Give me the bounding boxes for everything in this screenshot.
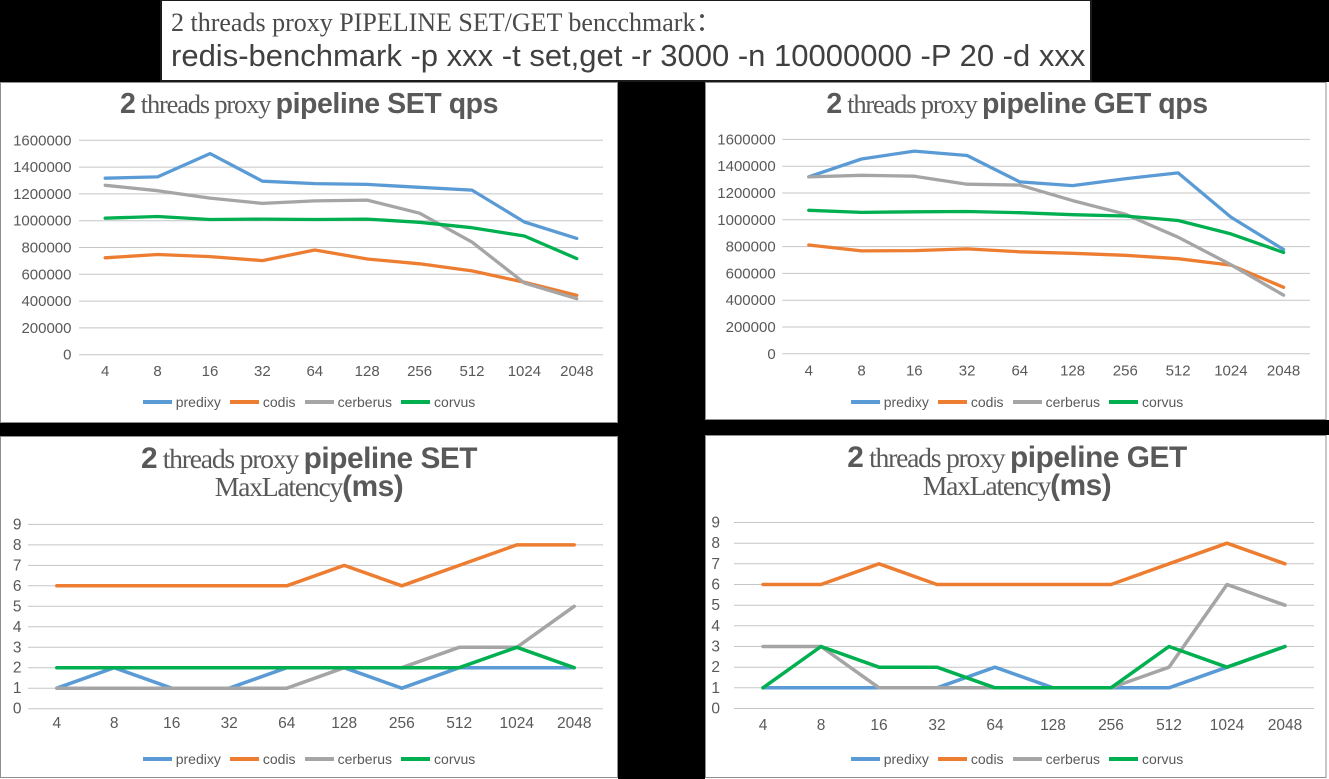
svg-text:0: 0 xyxy=(711,701,720,718)
svg-text:800000: 800000 xyxy=(726,239,776,256)
svg-text:16: 16 xyxy=(906,363,923,380)
svg-text:8: 8 xyxy=(153,363,161,380)
svg-text:32: 32 xyxy=(959,363,976,380)
svg-text:1024: 1024 xyxy=(508,363,541,380)
svg-text:256: 256 xyxy=(1098,717,1124,734)
svg-text:1400000: 1400000 xyxy=(717,158,775,175)
svg-text:5: 5 xyxy=(711,597,720,614)
svg-text:128: 128 xyxy=(1040,717,1066,734)
svg-text:512: 512 xyxy=(1156,717,1182,734)
svg-text:1200000: 1200000 xyxy=(13,186,71,203)
svg-text:64: 64 xyxy=(986,717,1004,734)
svg-text:0: 0 xyxy=(13,701,22,718)
svg-text:16: 16 xyxy=(163,715,180,732)
svg-text:8: 8 xyxy=(711,535,720,552)
svg-text:8: 8 xyxy=(13,537,22,554)
svg-text:1000000: 1000000 xyxy=(13,213,71,230)
svg-text:4: 4 xyxy=(101,363,109,380)
svg-text:512: 512 xyxy=(1166,363,1191,380)
svg-text:1: 1 xyxy=(711,680,720,697)
svg-text:9: 9 xyxy=(711,515,720,532)
svg-text:0: 0 xyxy=(63,347,71,364)
svg-text:8: 8 xyxy=(817,717,826,734)
svg-text:6: 6 xyxy=(13,578,22,595)
svg-text:5: 5 xyxy=(13,598,22,615)
svg-text:128: 128 xyxy=(355,363,380,380)
svg-text:7: 7 xyxy=(13,557,22,574)
svg-text:1024: 1024 xyxy=(1210,717,1245,734)
svg-text:9: 9 xyxy=(13,516,22,533)
svg-text:16: 16 xyxy=(870,717,887,734)
svg-text:256: 256 xyxy=(407,363,432,380)
svg-text:64: 64 xyxy=(278,715,296,732)
svg-text:1: 1 xyxy=(13,680,22,697)
svg-text:512: 512 xyxy=(459,363,484,380)
svg-text:32: 32 xyxy=(254,363,271,380)
svg-text:256: 256 xyxy=(1113,363,1138,380)
svg-text:2048: 2048 xyxy=(557,715,591,732)
svg-text:256: 256 xyxy=(389,715,415,732)
svg-text:3: 3 xyxy=(711,639,720,656)
svg-text:4: 4 xyxy=(711,618,720,635)
svg-text:1600000: 1600000 xyxy=(13,132,71,149)
svg-text:128: 128 xyxy=(331,715,357,732)
svg-text:4: 4 xyxy=(52,715,61,732)
svg-text:128: 128 xyxy=(1060,363,1085,380)
svg-text:512: 512 xyxy=(446,715,472,732)
svg-text:400000: 400000 xyxy=(726,292,776,309)
svg-text:1000000: 1000000 xyxy=(717,212,775,229)
svg-text:16: 16 xyxy=(202,363,219,380)
svg-text:64: 64 xyxy=(306,363,323,380)
svg-text:200000: 200000 xyxy=(726,319,776,336)
svg-text:8: 8 xyxy=(110,715,119,732)
svg-text:2048: 2048 xyxy=(1268,717,1302,734)
svg-text:1024: 1024 xyxy=(1214,363,1247,380)
svg-text:4: 4 xyxy=(805,363,813,380)
svg-text:32: 32 xyxy=(928,717,945,734)
svg-text:1200000: 1200000 xyxy=(717,185,775,202)
svg-text:2048: 2048 xyxy=(1267,363,1300,380)
svg-text:4: 4 xyxy=(759,717,768,734)
svg-text:1400000: 1400000 xyxy=(13,159,71,176)
svg-text:600000: 600000 xyxy=(726,265,776,282)
svg-text:8: 8 xyxy=(857,363,865,380)
svg-text:200000: 200000 xyxy=(21,320,71,337)
svg-text:2: 2 xyxy=(711,659,720,676)
svg-text:400000: 400000 xyxy=(21,293,71,310)
svg-text:2048: 2048 xyxy=(560,363,593,380)
svg-text:64: 64 xyxy=(1011,363,1028,380)
svg-text:2: 2 xyxy=(13,660,22,677)
svg-text:3: 3 xyxy=(13,639,22,656)
svg-text:1600000: 1600000 xyxy=(717,131,775,148)
svg-text:7: 7 xyxy=(711,556,720,573)
svg-text:1024: 1024 xyxy=(500,715,535,732)
svg-text:0: 0 xyxy=(767,346,775,363)
svg-text:32: 32 xyxy=(221,715,238,732)
svg-text:6: 6 xyxy=(711,577,720,594)
svg-text:600000: 600000 xyxy=(21,266,71,283)
svg-text:800000: 800000 xyxy=(21,240,71,257)
svg-text:4: 4 xyxy=(13,619,22,636)
